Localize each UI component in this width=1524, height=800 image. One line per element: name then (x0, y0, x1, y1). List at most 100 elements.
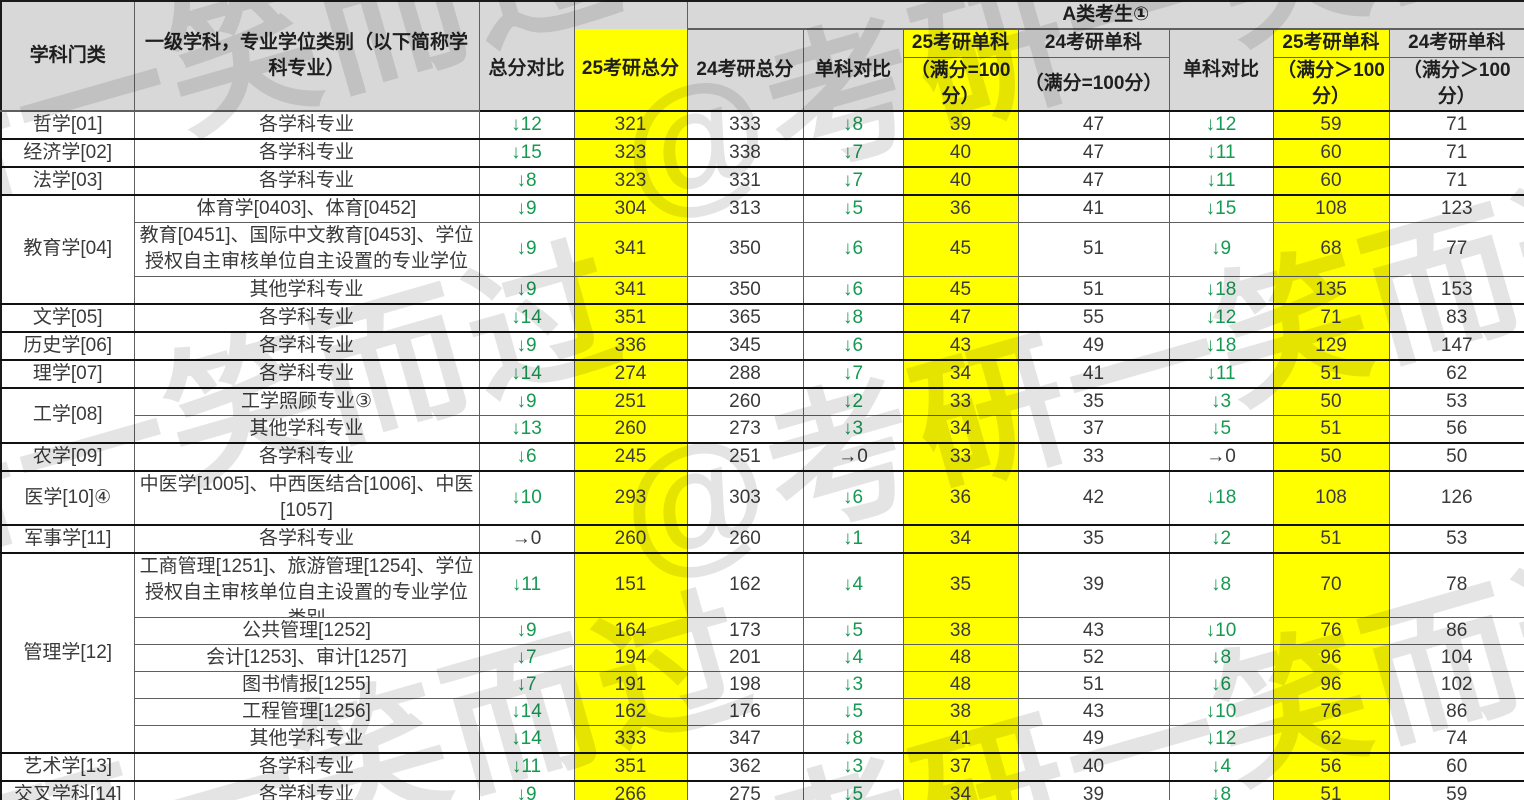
single-24-gt100-cell: 74 (1388, 725, 1524, 754)
single-25-100-cell: 36 (902, 193, 1019, 223)
single-24-gt100-cell: 86 (1388, 698, 1524, 726)
single-24-gt100-cell: 53 (1388, 386, 1524, 416)
total-compare-cell: ↓10 (478, 469, 575, 525)
single-compare-gt100-cell: ↓8 (1168, 644, 1274, 672)
single-25-gt100-cell: 56 (1272, 752, 1390, 782)
category-cell: 农学[09] (0, 441, 135, 471)
single-24-100-cell: 55 (1017, 302, 1170, 332)
single-compare-gt100-cell: ↓9 (1168, 221, 1274, 277)
header-spacer-25-total (573, 0, 688, 29)
table-row: 教育学[04] 体育学[0403]、体育[0452] ↓9 304 313 ↓5… (0, 193, 1524, 304)
total-25-cell: 251 (573, 386, 688, 416)
total-25-cell: 274 (573, 358, 688, 388)
total-24-cell: 260 (686, 523, 804, 553)
table-row: 军事学[11] 各学科专业 →0 260 260 ↓1 34 35 ↓2 51 … (0, 523, 1524, 553)
single-24-100-cell: 41 (1017, 193, 1170, 223)
single-25-100-cell: 36 (902, 469, 1019, 525)
total-24-cell: 275 (686, 780, 804, 800)
total-compare-cell: →0 (478, 523, 575, 553)
single-compare-100-cell: ↓8 (802, 109, 904, 139)
total-25-cell: 323 (573, 137, 688, 167)
table-row: 其他学科专业 ↓9 341 350 ↓6 45 51 ↓18 135 153 (1, 275, 1524, 304)
single-compare-gt100-cell: ↓18 (1168, 330, 1274, 360)
single-compare-100-cell: ↓5 (802, 698, 904, 726)
single-24-gt100-cell: 62 (1388, 358, 1524, 388)
total-24-cell: 273 (686, 414, 804, 443)
single-24-100-cell: 51 (1017, 275, 1170, 304)
single-compare-gt100-cell: ↓10 (1168, 617, 1274, 645)
header-discipline: 学科门类 (0, 0, 135, 112)
single-25-gt100-cell: 51 (1272, 358, 1390, 388)
total-24-cell: 362 (686, 752, 804, 782)
major-cell: 其他学科专业 (133, 414, 480, 443)
total-24-cell: 162 (686, 551, 804, 618)
category-cell: 法学[03] (0, 165, 135, 195)
total-24-cell: 251 (686, 441, 804, 471)
single-compare-gt100-cell: ↓12 (1168, 725, 1274, 754)
table-row: 其他学科专业 ↓14 333 347 ↓8 41 49 ↓12 62 74 (1, 725, 1524, 754)
single-24-gt100-cell: 71 (1388, 165, 1524, 195)
single-24-100-cell: 35 (1017, 523, 1170, 553)
single-compare-100-cell: ↓6 (802, 469, 904, 525)
major-cell: 各学科专业 (133, 302, 480, 332)
single-24-gt100-cell: 83 (1388, 302, 1524, 332)
single-25-100-cell: 48 (902, 644, 1019, 672)
single-compare-gt100-cell: ↓11 (1168, 137, 1274, 167)
total-compare-cell: ↓15 (478, 137, 575, 167)
table-row: 历史学[06] 各学科专业 ↓9 336 345 ↓6 43 49 ↓18 12… (0, 330, 1524, 360)
single-compare-100-cell: ↓7 (802, 137, 904, 167)
table-row: 农学[09] 各学科专业 ↓6 245 251 →0 33 33 →0 50 5… (0, 441, 1524, 471)
total-compare-cell: ↓11 (478, 752, 575, 782)
single-compare-gt100-cell: ↓15 (1168, 193, 1274, 223)
total-24-cell: 176 (686, 698, 804, 726)
category-cell: 交叉学科[14] (0, 780, 135, 800)
table-row: 法学[03] 各学科专业 ↓8 323 331 ↓7 40 47 ↓11 60 … (0, 165, 1524, 195)
total-24-cell: 365 (686, 302, 804, 332)
single-compare-100-cell: ↓5 (802, 193, 904, 223)
single-compare-gt100-cell: ↓8 (1168, 551, 1274, 618)
total-compare-cell: ↓11 (478, 551, 575, 618)
total-25-cell: 351 (573, 752, 688, 782)
single-24-gt100-cell: 126 (1388, 469, 1524, 525)
table-row: 工程管理[1256] ↓14 162 176 ↓5 38 43 ↓10 76 8… (1, 698, 1524, 726)
single-24-100-cell: 51 (1017, 221, 1170, 277)
single-compare-100-cell: ↓6 (802, 330, 904, 360)
total-compare-cell: ↓12 (478, 109, 575, 139)
single-24-100-cell: 41 (1017, 358, 1170, 388)
single-compare-100-cell: ↓4 (802, 644, 904, 672)
single-compare-gt100-cell: ↓12 (1168, 302, 1274, 332)
single-24-gt100-cell: 60 (1388, 752, 1524, 782)
single-24-gt100-cell: 86 (1388, 617, 1524, 645)
single-24-100-cell: 37 (1017, 414, 1170, 443)
total-24-cell: 345 (686, 330, 804, 360)
total-25-cell: 164 (573, 617, 688, 645)
total-compare-cell: ↓9 (478, 617, 575, 645)
single-25-100-cell: 33 (902, 386, 1019, 416)
single-25-gt100-cell: 129 (1272, 330, 1390, 360)
table-row: 交叉学科[14] 各学科专业 ↓9 266 275 ↓5 34 39 ↓8 51… (0, 780, 1524, 800)
table-row: 医学[10]④ 中医学[1005]、中西医结合[1006]、中医[1057] ↓… (0, 469, 1524, 525)
header-row-1: 学科门类 一级学科，专业学位类别（以下简称学科专业） A类考生① (0, 0, 1524, 112)
total-compare-cell: ↓14 (478, 698, 575, 726)
category-cell: 文学[05] (0, 302, 135, 332)
category-cell: 医学[10]④ (0, 469, 135, 525)
header-24-single-100: 24考研单科 (1017, 28, 1170, 58)
single-25-100-cell: 38 (902, 698, 1019, 726)
total-compare-cell: ↓14 (478, 725, 575, 754)
major-cell: 工商管理[1251]、旅游管理[1254]、学位授权自主审核单位自主设置的专业学… (133, 551, 480, 618)
major-cell: 公共管理[1252] (133, 617, 480, 645)
single-24-gt100-cell: 53 (1388, 523, 1524, 553)
single-24-100-cell: 33 (1017, 441, 1170, 471)
header-spacer-total-compare (478, 0, 575, 29)
single-25-gt100-cell: 51 (1272, 523, 1390, 553)
total-24-cell: 260 (686, 386, 804, 416)
category-cell: 军事学[11] (0, 523, 135, 553)
single-25-100-cell: 40 (902, 165, 1019, 195)
total-24-cell: 350 (686, 275, 804, 304)
table-row: 艺术学[13] 各学科专业 ↓11 351 362 ↓3 37 40 ↓4 56… (0, 752, 1524, 782)
header-25-single-gt100: 25考研单科 (1272, 28, 1390, 58)
single-compare-gt100-cell: ↓2 (1168, 523, 1274, 553)
single-24-100-cell: 51 (1017, 671, 1170, 699)
single-compare-100-cell: ↓3 (802, 414, 904, 443)
